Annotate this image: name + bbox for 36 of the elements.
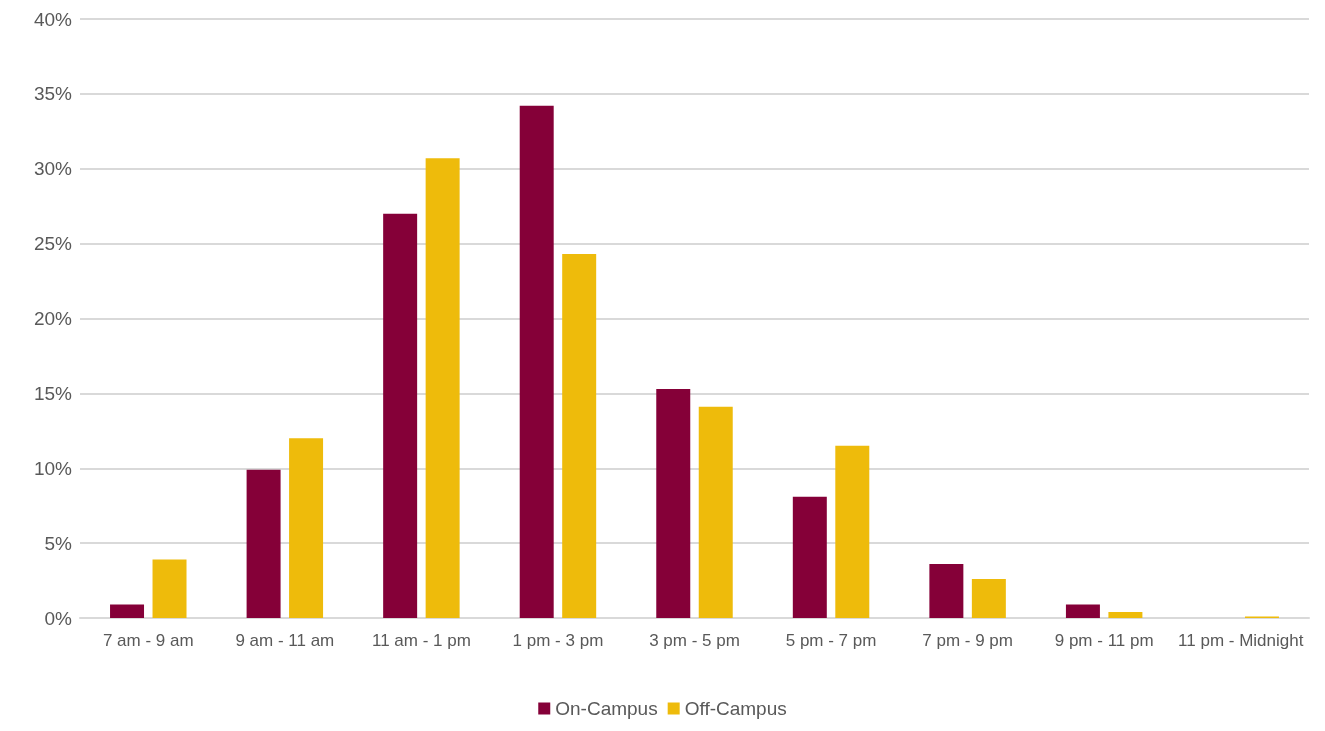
x-tick-label: 5 pm - 7 pm	[785, 631, 877, 650]
legend-label: On-Campus	[555, 698, 658, 719]
bar	[152, 559, 187, 618]
bar	[656, 388, 691, 618]
bar	[1065, 604, 1100, 618]
x-tick-label: 1 pm - 3 pm	[512, 631, 604, 650]
x-tick-label: 11 am - 1 pm	[371, 631, 471, 650]
bar	[792, 496, 827, 618]
x-tick-label: 7 pm - 9 pm	[922, 631, 1013, 650]
y-tick-label: 40%	[33, 8, 73, 30]
x-tick-label: 11 pm - Midnight	[1178, 631, 1304, 650]
bar	[1108, 612, 1143, 618]
bar	[289, 438, 324, 618]
bar	[425, 158, 460, 618]
x-tick-label: 9 am - 11 am	[235, 631, 335, 650]
y-tick-label: 0%	[44, 607, 73, 629]
y-tick-label: 5%	[44, 532, 73, 554]
x-tick-label: 7 am - 9 am	[102, 631, 194, 650]
legend-label: Off-Campus	[684, 698, 787, 719]
bar	[383, 213, 418, 618]
bar	[929, 564, 964, 618]
bar	[971, 579, 1006, 618]
y-tick-label: 20%	[33, 308, 73, 329]
bar	[246, 469, 281, 618]
bar	[519, 105, 554, 618]
y-tick-label: 15%	[33, 382, 73, 404]
bar	[698, 406, 733, 618]
bar	[835, 445, 870, 618]
y-tick-label: 35%	[33, 83, 73, 105]
y-tick-label: 30%	[33, 158, 73, 180]
y-tick-label: 25%	[33, 233, 73, 255]
x-tick-label: 9 pm - 11 pm	[1054, 631, 1154, 650]
bar	[562, 254, 597, 618]
bar	[110, 604, 145, 618]
y-tick-label: 10%	[33, 457, 73, 479]
x-tick-label: 3 pm - 5 pm	[649, 631, 740, 650]
